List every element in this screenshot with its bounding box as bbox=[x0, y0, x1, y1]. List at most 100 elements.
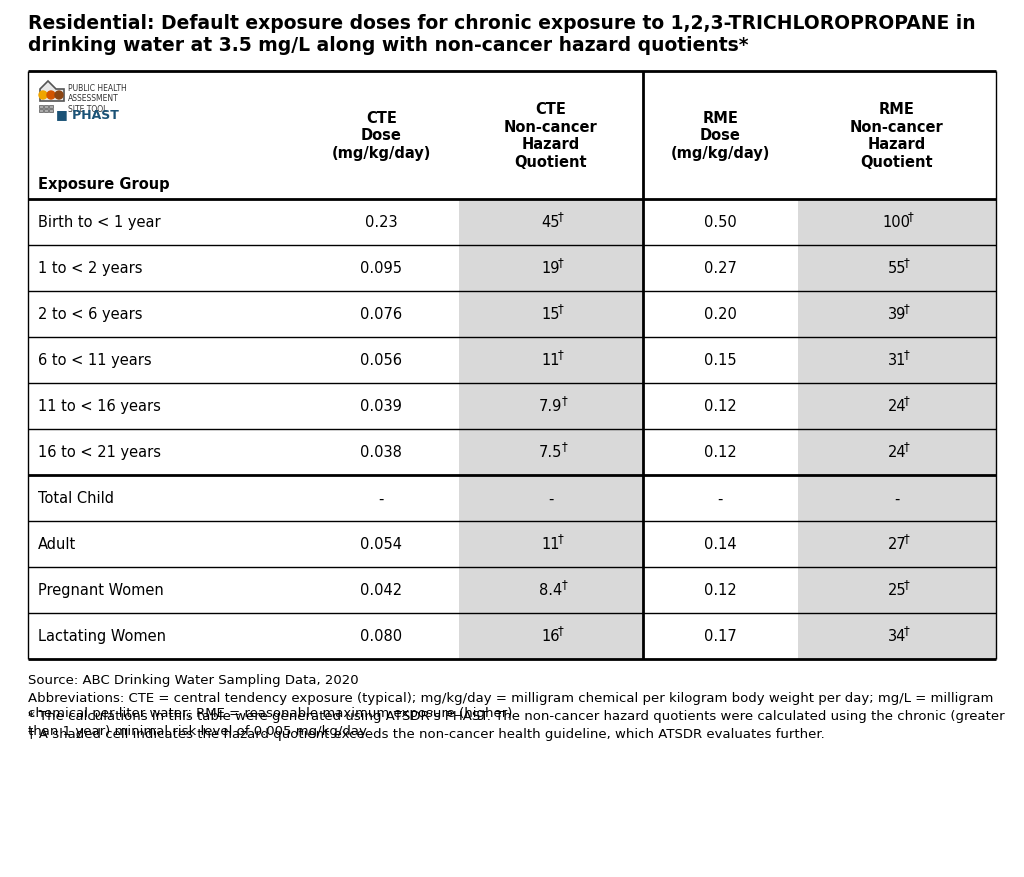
Bar bbox=[459, 475, 643, 522]
Text: 24: 24 bbox=[888, 399, 906, 414]
Bar bbox=[39, 106, 43, 109]
Text: -: - bbox=[894, 491, 899, 506]
Bar bbox=[304, 567, 459, 613]
Bar bbox=[44, 106, 48, 109]
Bar bbox=[28, 567, 304, 613]
Bar bbox=[28, 613, 304, 660]
Bar bbox=[798, 338, 996, 383]
Text: * The calculations in this table were generated using ATSDR’s PHAST. The non-can: * The calculations in this table were ge… bbox=[28, 709, 1005, 738]
Text: 19: 19 bbox=[542, 261, 560, 276]
Text: 0.27: 0.27 bbox=[703, 261, 736, 276]
Text: 0.20: 0.20 bbox=[703, 307, 736, 322]
Bar bbox=[28, 383, 304, 430]
Text: 0.12: 0.12 bbox=[703, 399, 736, 414]
Text: †: † bbox=[558, 347, 564, 360]
Text: 100: 100 bbox=[883, 215, 910, 231]
Bar bbox=[304, 246, 459, 292]
Text: †: † bbox=[558, 623, 564, 636]
Text: 0.50: 0.50 bbox=[703, 215, 736, 231]
Text: Total Child: Total Child bbox=[38, 491, 114, 506]
Circle shape bbox=[55, 92, 63, 100]
Text: 0.23: 0.23 bbox=[365, 215, 397, 231]
Bar bbox=[459, 613, 643, 660]
Text: †: † bbox=[904, 439, 910, 452]
Bar bbox=[643, 522, 798, 567]
Text: †: † bbox=[561, 577, 567, 590]
Text: 6 to < 11 years: 6 to < 11 years bbox=[38, 353, 152, 368]
Bar bbox=[459, 430, 643, 475]
Bar bbox=[39, 110, 43, 113]
Text: 16: 16 bbox=[542, 629, 560, 644]
Text: 31: 31 bbox=[888, 353, 906, 368]
Text: Abbreviations: CTE = central tendency exposure (typical); mg/kg/day = milligram : Abbreviations: CTE = central tendency ex… bbox=[28, 691, 993, 719]
Bar bbox=[28, 292, 304, 338]
Text: Lactating Women: Lactating Women bbox=[38, 629, 166, 644]
Bar bbox=[28, 430, 304, 475]
Bar bbox=[643, 613, 798, 660]
Text: 0.054: 0.054 bbox=[360, 537, 402, 552]
Text: 25: 25 bbox=[888, 583, 906, 598]
Text: -: - bbox=[548, 491, 553, 506]
Text: †: † bbox=[558, 531, 564, 544]
Text: †: † bbox=[561, 393, 567, 406]
Bar bbox=[798, 430, 996, 475]
Bar bbox=[304, 383, 459, 430]
Bar bbox=[28, 200, 304, 246]
Bar bbox=[798, 475, 996, 522]
Text: 34: 34 bbox=[888, 629, 906, 644]
Bar bbox=[643, 292, 798, 338]
Text: 7.9: 7.9 bbox=[539, 399, 562, 414]
Bar bbox=[304, 292, 459, 338]
Bar bbox=[459, 292, 643, 338]
Text: 0.056: 0.056 bbox=[360, 353, 402, 368]
Text: 0.12: 0.12 bbox=[703, 445, 736, 460]
Text: RME
Dose
(mg/kg/day): RME Dose (mg/kg/day) bbox=[671, 111, 770, 160]
Bar bbox=[643, 338, 798, 383]
Bar bbox=[643, 567, 798, 613]
Bar bbox=[798, 200, 996, 246]
Text: 1 to < 2 years: 1 to < 2 years bbox=[38, 261, 142, 276]
Text: †: † bbox=[904, 531, 910, 544]
Text: 27: 27 bbox=[888, 537, 906, 552]
Bar bbox=[798, 567, 996, 613]
Bar bbox=[643, 430, 798, 475]
Bar bbox=[643, 383, 798, 430]
Text: 0.12: 0.12 bbox=[703, 583, 736, 598]
Text: 15: 15 bbox=[542, 307, 560, 322]
Bar bbox=[304, 475, 459, 522]
Bar bbox=[304, 200, 459, 246]
Text: †: † bbox=[558, 302, 564, 314]
Bar bbox=[49, 110, 53, 113]
Text: 55: 55 bbox=[888, 261, 906, 276]
Text: 11 to < 16 years: 11 to < 16 years bbox=[38, 399, 161, 414]
Text: 0.095: 0.095 bbox=[360, 261, 402, 276]
Bar bbox=[304, 338, 459, 383]
Text: †: † bbox=[904, 393, 910, 406]
Text: †: † bbox=[904, 255, 910, 268]
Bar bbox=[643, 475, 798, 522]
Text: †: † bbox=[904, 577, 910, 590]
Text: 0.038: 0.038 bbox=[360, 445, 402, 460]
Text: 0.076: 0.076 bbox=[360, 307, 402, 322]
Text: †: † bbox=[561, 439, 567, 452]
Circle shape bbox=[39, 92, 47, 100]
Bar bbox=[798, 613, 996, 660]
Text: 8.4: 8.4 bbox=[539, 583, 562, 598]
Bar bbox=[643, 200, 798, 246]
Text: -: - bbox=[379, 491, 384, 506]
Text: Birth to < 1 year: Birth to < 1 year bbox=[38, 215, 161, 231]
Bar bbox=[459, 246, 643, 292]
Bar bbox=[304, 613, 459, 660]
Bar bbox=[28, 522, 304, 567]
Bar bbox=[28, 246, 304, 292]
Bar bbox=[304, 430, 459, 475]
Bar bbox=[798, 522, 996, 567]
Text: † A shaded cell indicates the hazard quotient exceeds the non-cancer health guid: † A shaded cell indicates the hazard quo… bbox=[28, 727, 824, 740]
Text: 11: 11 bbox=[542, 353, 560, 368]
Bar bbox=[304, 522, 459, 567]
Bar bbox=[459, 338, 643, 383]
Bar bbox=[798, 292, 996, 338]
Text: 0.080: 0.080 bbox=[360, 629, 402, 644]
Text: 24: 24 bbox=[888, 445, 906, 460]
Text: 0.15: 0.15 bbox=[703, 353, 736, 368]
